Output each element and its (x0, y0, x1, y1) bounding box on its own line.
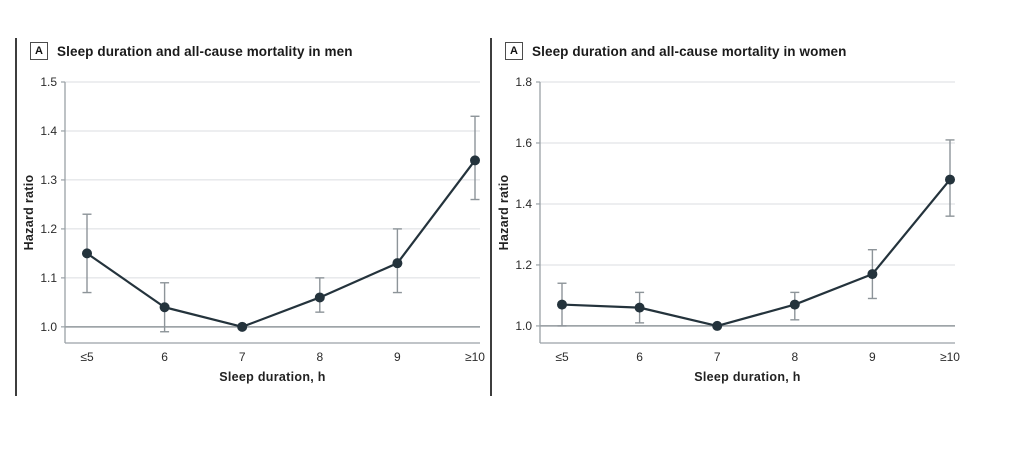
panel-title: Sleep duration and all-cause mortality i… (532, 43, 847, 59)
x-tick-label: ≤5 (80, 350, 94, 364)
y-tick-label: 1.2 (40, 222, 57, 236)
series-line (561, 178, 951, 328)
chart-men: 1.0 1.1 1.2 1.3 1.4 1.5 ≤5 6 7 8 9 ≥10 Sleep duratio… (22, 75, 485, 384)
x-tick-label: 9 (394, 350, 401, 364)
y-tick-label: 1.4 (40, 124, 57, 138)
data-point (392, 258, 403, 269)
x-tick-label: 6 (161, 350, 168, 364)
x-tick-label: ≥10 (940, 350, 960, 364)
x-tick-label: 7 (714, 350, 721, 364)
data-point (159, 302, 170, 313)
x-tick-label: ≤5 (555, 350, 569, 364)
y-tick-label: 1.1 (40, 271, 57, 285)
data-point (237, 321, 248, 332)
y-axis-title: Hazard ratio (497, 175, 511, 251)
y-tick-label: 1.3 (40, 173, 57, 187)
x-tick-label: 8 (316, 350, 323, 364)
x-tick-label: ≥10 (465, 350, 485, 364)
data-point (314, 292, 325, 303)
panel-title: Sleep duration and all-cause mortality i… (57, 43, 353, 59)
x-tick-label: 9 (869, 350, 876, 364)
data-point (557, 299, 567, 310)
y-tick-label: 1.4 (515, 197, 532, 211)
panel-women-header: A Sleep duration and all-cause mortality… (505, 41, 965, 61)
y-axis-title: Hazard ratio (22, 175, 36, 251)
y-tick-label: 1.5 (40, 75, 57, 89)
data-point (789, 299, 800, 310)
y-tick-label: 1.2 (515, 258, 532, 272)
data-point (712, 320, 723, 331)
panel-label-box: A (505, 42, 523, 60)
x-tick-label: 7 (239, 350, 246, 364)
panel-women: A Sleep duration and all-cause mortality… (490, 38, 965, 396)
panel-label-box: A (30, 42, 48, 60)
y-tick-label: 1.0 (40, 320, 57, 334)
x-tick-label: 8 (791, 350, 798, 364)
data-point (945, 174, 955, 185)
data-point (82, 248, 92, 259)
x-tick-label: 6 (636, 350, 643, 364)
chart-women: 1.0 1.2 1.4 1.6 1.8 ≤5 6 7 8 9 ≥10 Sleep duration, … (497, 75, 960, 384)
y-tick-label: 1.0 (515, 319, 532, 333)
data-point (470, 155, 480, 166)
series-line (86, 159, 476, 328)
x-axis-title: Sleep duration, h (694, 370, 801, 384)
panel-men: A Sleep duration and all-cause mortality… (15, 38, 490, 396)
y-tick-label: 1.8 (515, 75, 532, 89)
x-axis-title: Sleep duration, h (219, 370, 326, 384)
y-tick-label: 1.6 (515, 136, 532, 150)
data-point (634, 302, 645, 313)
panel-men-header: A Sleep duration and all-cause mortality… (30, 41, 490, 61)
data-point (867, 269, 878, 280)
